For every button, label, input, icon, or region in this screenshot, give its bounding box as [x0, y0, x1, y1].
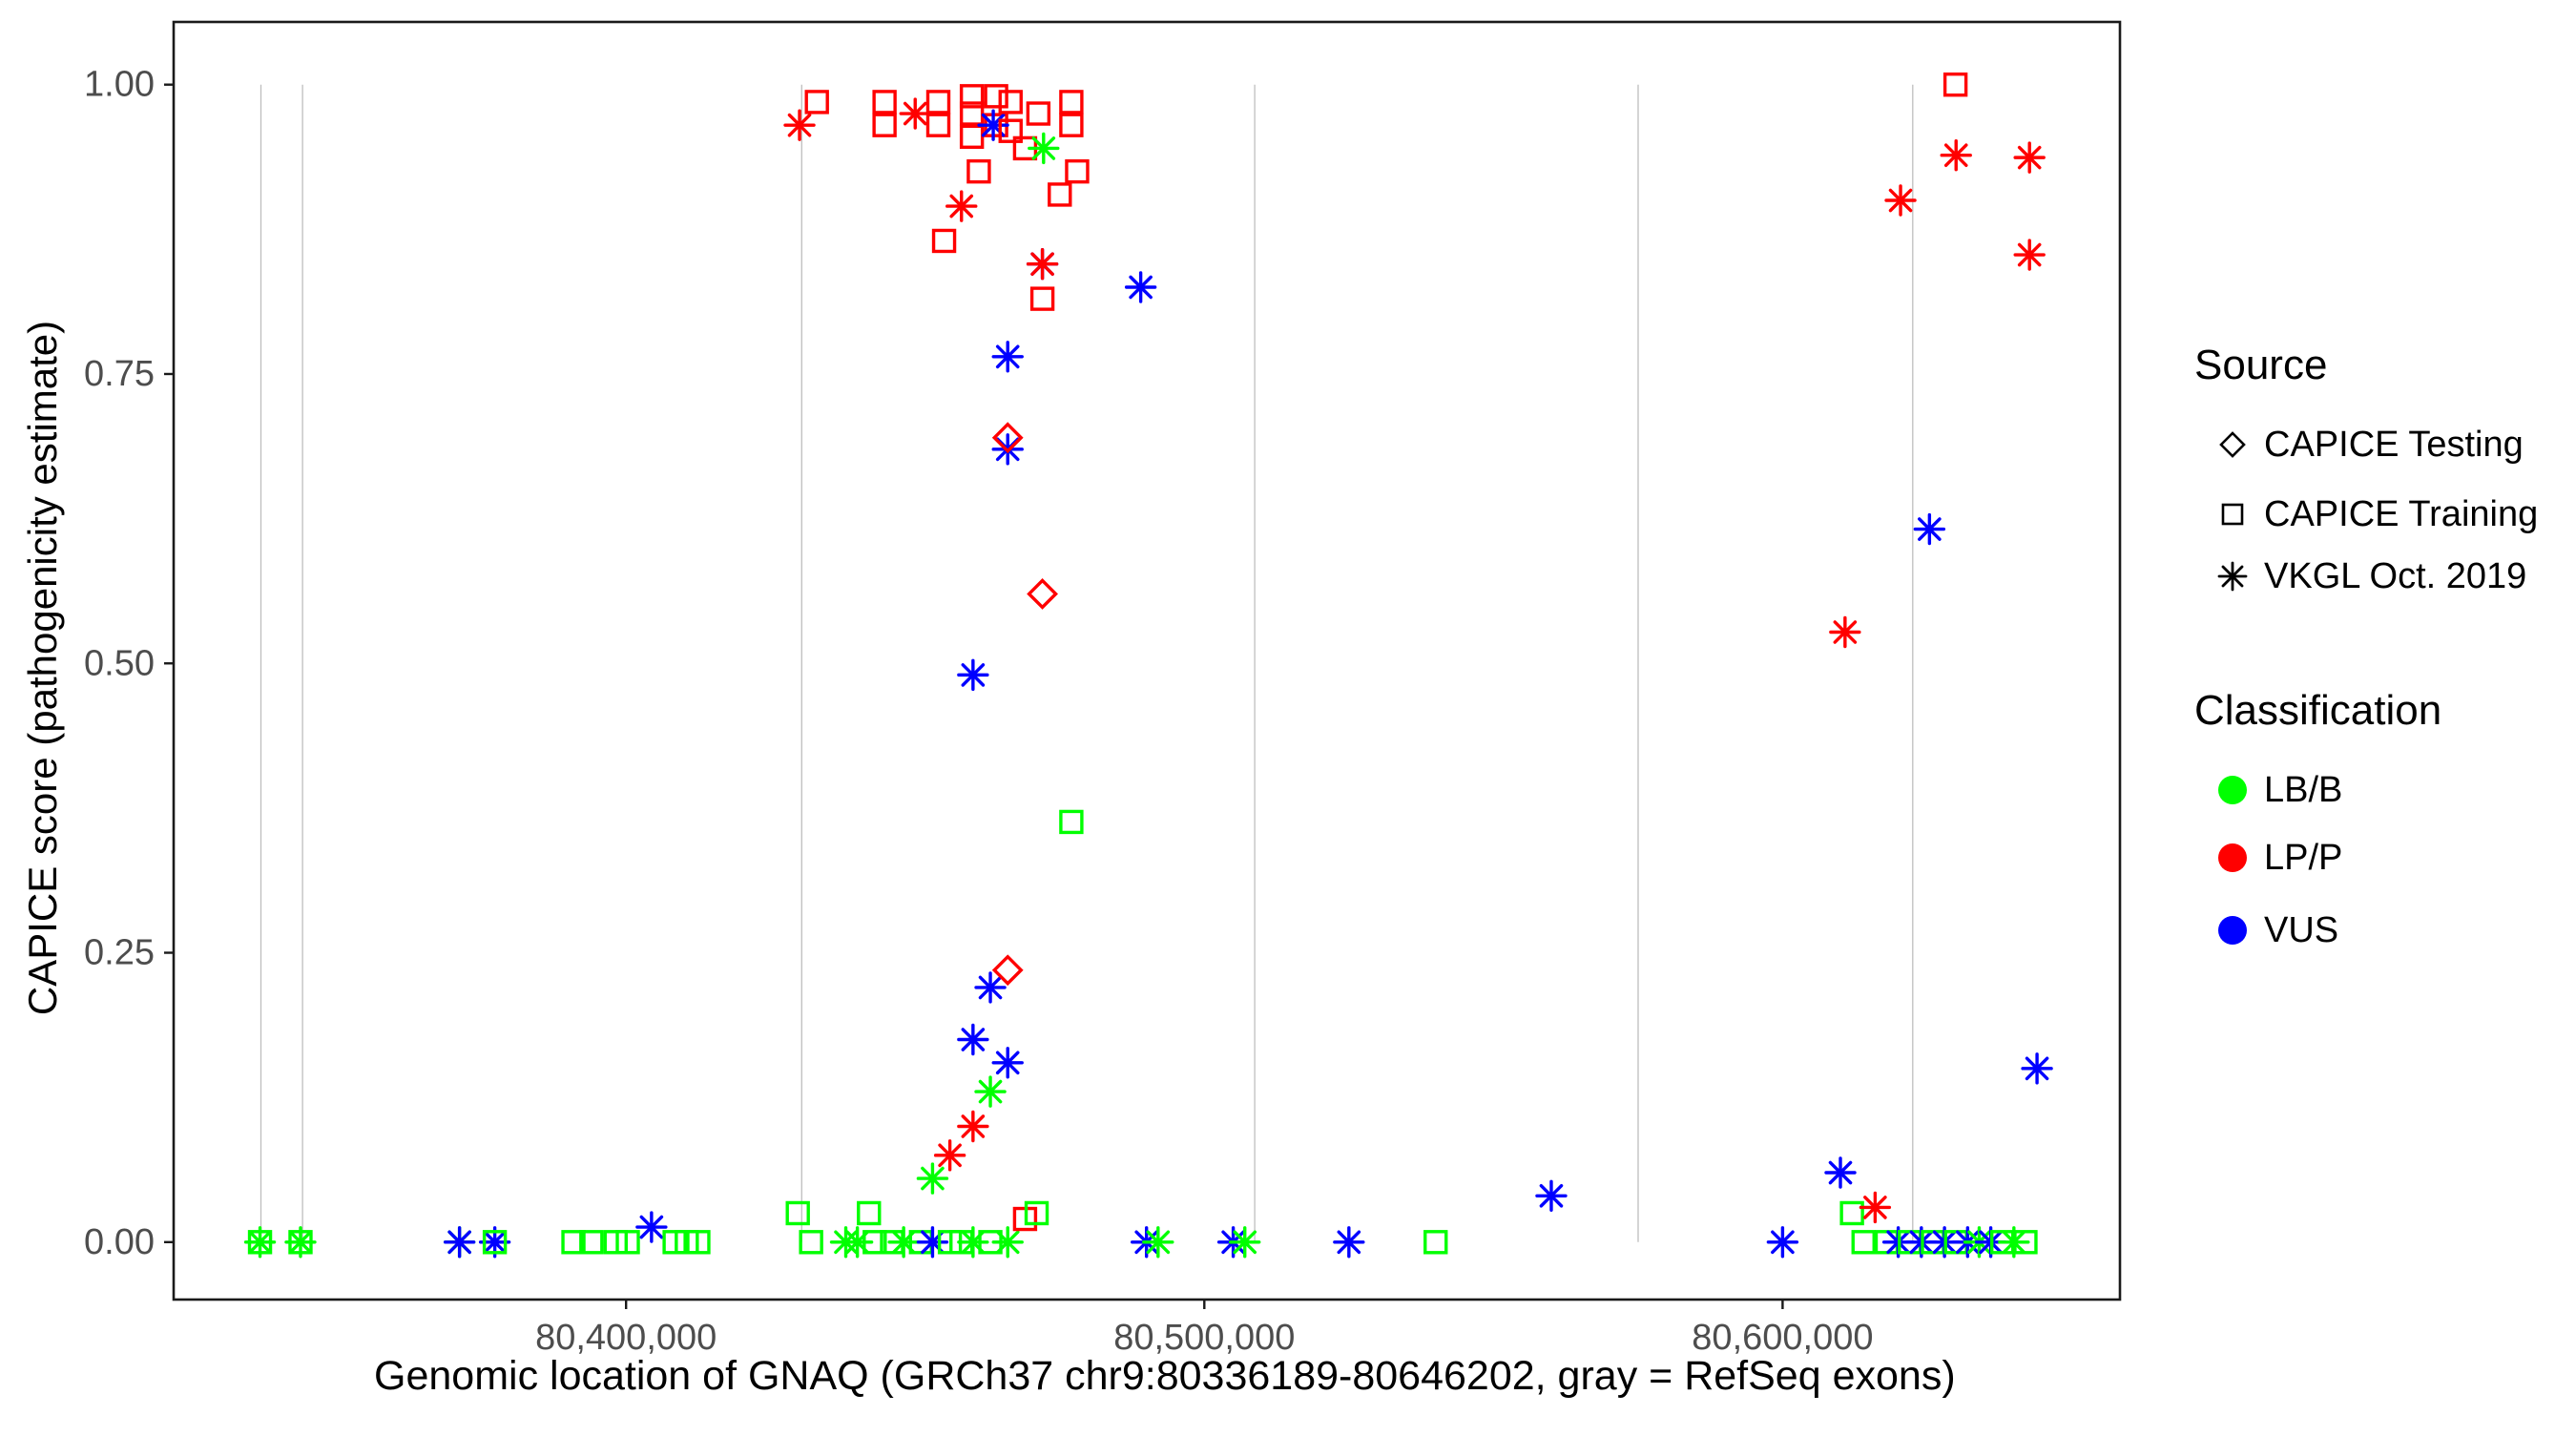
svg-text:VUS: VUS — [2264, 910, 2338, 950]
svg-text:LB/B: LB/B — [2264, 770, 2342, 810]
svg-text:CAPICE Testing: CAPICE Testing — [2264, 425, 2524, 465]
svg-text:1.00: 1.00 — [84, 65, 155, 105]
svg-text:LP/P: LP/P — [2264, 838, 2342, 878]
svg-text:0.75: 0.75 — [84, 354, 155, 394]
svg-text:80,500,000: 80,500,000 — [1113, 1318, 1295, 1358]
svg-text:80,600,000: 80,600,000 — [1692, 1318, 1873, 1358]
svg-text:0.50: 0.50 — [84, 643, 155, 683]
svg-text:0.25: 0.25 — [84, 933, 155, 973]
svg-text:CAPICE Training: CAPICE Training — [2264, 494, 2538, 534]
svg-text:80,400,000: 80,400,000 — [535, 1318, 717, 1358]
svg-text:VKGL Oct. 2019: VKGL Oct. 2019 — [2264, 556, 2526, 596]
svg-text:0.00: 0.00 — [84, 1222, 155, 1262]
